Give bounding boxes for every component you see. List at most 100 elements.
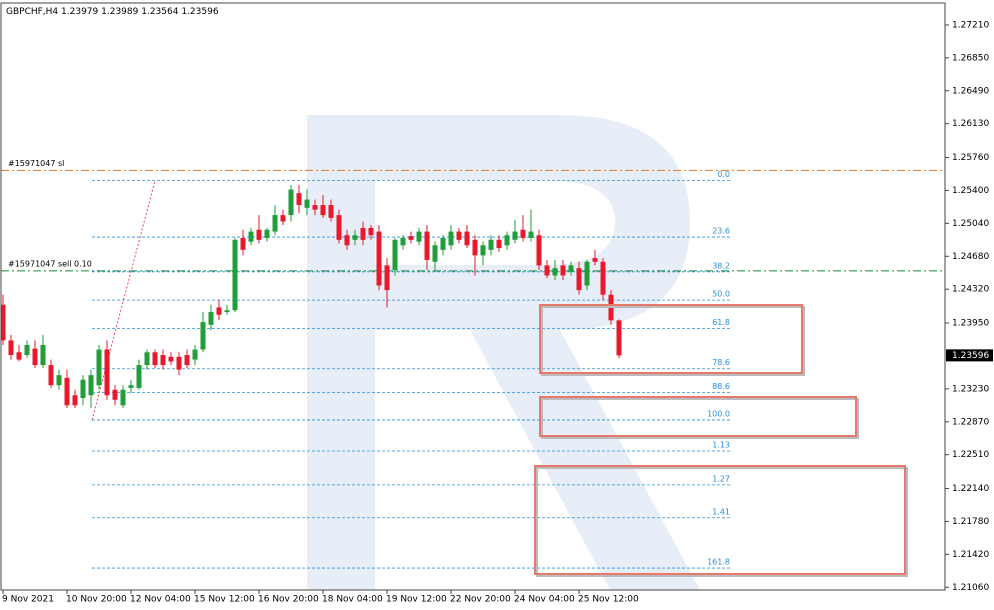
candle-body <box>248 231 254 242</box>
candle-body <box>360 227 366 240</box>
candle-body <box>512 231 518 240</box>
current-price-box <box>946 349 993 362</box>
candle-body <box>80 379 86 398</box>
candle-body <box>272 215 278 232</box>
candle-body <box>8 340 14 356</box>
y-tick-label: 1.24320 <box>952 285 989 295</box>
candle-body <box>160 355 166 366</box>
candle-body <box>536 235 542 266</box>
candle-body <box>120 389 126 406</box>
annotation-box <box>534 465 906 575</box>
candle-body <box>568 265 574 272</box>
candle-body <box>144 352 150 366</box>
y-tick-label: 1.26490 <box>952 86 989 96</box>
candle-body <box>336 215 342 240</box>
candle-body <box>352 235 358 240</box>
candle-body <box>24 344 30 356</box>
x-tick-label: 19 Nov 12:00 <box>386 595 447 605</box>
candle-body <box>424 231 430 260</box>
watermark-stem <box>307 115 375 590</box>
candle-body <box>616 320 622 356</box>
fib-label: 23.6 <box>712 227 730 236</box>
candle-body <box>480 245 486 256</box>
candle-body <box>168 356 174 362</box>
candle-body <box>392 239 398 270</box>
candle-body <box>552 268 558 276</box>
y-tick-label: 1.21780 <box>952 517 989 527</box>
candle-body <box>264 229 270 238</box>
low: 1.23564 <box>141 7 178 17</box>
order-label: #15971047 sell 0.10 <box>8 259 92 268</box>
x-tick-label: 12 Nov 04:00 <box>130 595 191 605</box>
close: 1.23596 <box>181 7 218 17</box>
candle-body <box>296 193 302 206</box>
y-tick-label: 1.22510 <box>952 450 989 460</box>
x-tick-label: 24 Nov 04:00 <box>514 595 575 605</box>
candle-body <box>72 395 78 406</box>
y-tick-label: 1.25400 <box>952 186 989 196</box>
candle-body <box>472 239 478 256</box>
open: 1.23979 <box>61 7 98 17</box>
candle-body <box>400 237 406 246</box>
fib-label: 1.27 <box>712 474 730 483</box>
annotations <box>534 304 908 577</box>
fib-label: 1.41 <box>712 507 730 516</box>
candle-body <box>344 235 350 246</box>
watermark-bowl <box>375 115 690 330</box>
current-price-label: 1.23596 <box>952 351 989 361</box>
plot-layer: 0.0 23.6 38.2 50.0 61.8 78.6 88.6 100.0 1.13 1.27… <box>0 159 945 569</box>
candle-body <box>440 237 446 250</box>
candle-body <box>432 245 438 262</box>
candle-body <box>416 231 422 242</box>
candle-body <box>152 352 158 366</box>
candle-body <box>96 349 102 386</box>
x-tick-label: 25 Nov 12:00 <box>578 595 639 605</box>
y-tick-label: 1.27210 <box>952 20 989 30</box>
annotation-box <box>539 304 803 374</box>
candle-body <box>136 365 142 388</box>
candle-body <box>320 205 326 216</box>
x-tick-label: 15 Nov 12:00 <box>194 595 255 605</box>
candle-body <box>40 344 46 366</box>
candle-body <box>544 265 550 276</box>
candle-body <box>232 239 238 311</box>
y-tick-label: 1.25040 <box>952 219 989 229</box>
fib-trend-line <box>91 180 156 421</box>
x-tick-label: 9 Nov 2021 <box>2 595 54 605</box>
candle-body <box>56 375 62 386</box>
box-shadow <box>536 467 908 577</box>
box-shadow <box>541 306 805 376</box>
watermark-leg <box>470 330 700 590</box>
candle-body <box>216 307 222 315</box>
candle-body <box>384 265 390 291</box>
candle-body <box>88 375 94 396</box>
plot-frame <box>0 2 946 591</box>
annotation-box <box>539 396 857 437</box>
candle-body <box>464 231 470 246</box>
candle-body <box>224 310 230 313</box>
candle-body <box>288 189 294 216</box>
fib-label: 161.8 <box>707 558 730 567</box>
candle-body <box>584 261 590 286</box>
fib-label: 88.6 <box>712 382 730 391</box>
x-tick-label: 10 Nov 20:00 <box>66 595 127 605</box>
y-tick-label: 1.22140 <box>952 484 989 494</box>
candle-body <box>600 261 606 295</box>
fib-label: 1.13 <box>712 441 730 450</box>
fib-label: 0.0 <box>717 170 730 179</box>
candle-body <box>64 377 70 406</box>
fib-label: 100.0 <box>707 409 730 418</box>
symbol: GBPCHF,H4 <box>6 7 58 17</box>
high: 1.23989 <box>101 7 138 17</box>
candle-body <box>184 355 190 366</box>
y-tick-label: 1.24680 <box>952 252 989 262</box>
candle-body <box>32 348 38 366</box>
candle-body <box>528 231 534 238</box>
candle-body <box>48 365 54 386</box>
candle-body <box>176 356 182 370</box>
y-tick-label: 1.26130 <box>952 119 989 129</box>
candle-body <box>456 231 462 240</box>
candle-body <box>368 227 374 236</box>
x-tick-label: 16 Nov 20:00 <box>258 595 319 605</box>
